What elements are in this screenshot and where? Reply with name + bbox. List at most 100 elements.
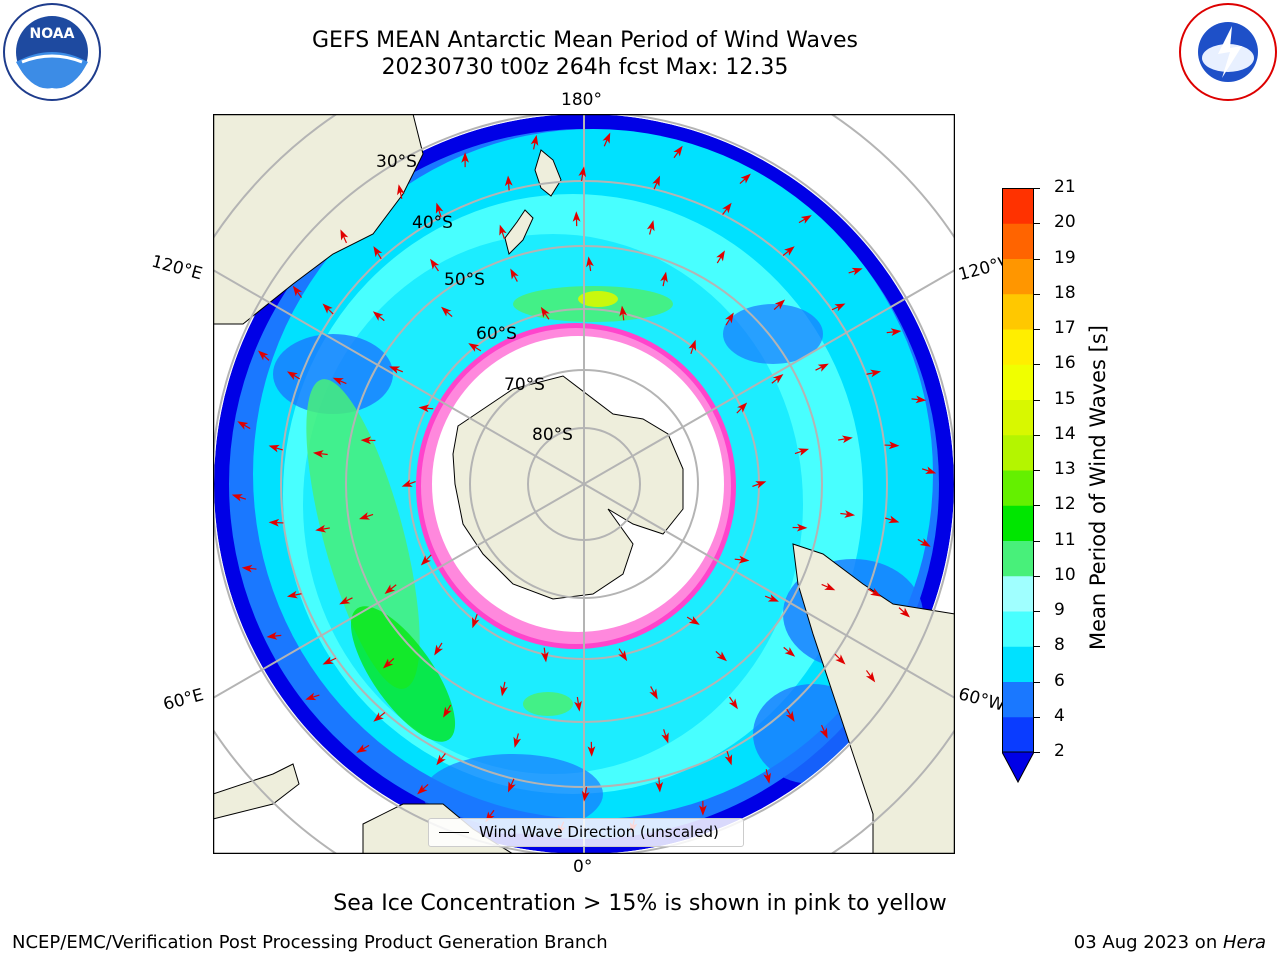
wind-arrow	[268, 518, 280, 527]
wind-arrow	[784, 647, 796, 657]
wind-arrow	[774, 299, 786, 310]
wind-arrow-shaft	[434, 264, 439, 272]
wind-arrow	[436, 754, 446, 766]
colorbar-tick-label: 15	[1054, 388, 1076, 409]
colorbar-tick-label: 6	[1054, 670, 1065, 691]
wind-arrow-shaft	[408, 481, 416, 485]
wind-arrow	[578, 166, 587, 178]
wind-arrow	[540, 306, 550, 318]
wind-arrow	[851, 267, 863, 276]
wind-arrow	[586, 256, 594, 268]
wind-arrow	[510, 268, 519, 280]
colorbar-segment	[1002, 681, 1034, 718]
wind-arrow	[434, 644, 443, 656]
wind-arrow-shaft	[294, 593, 302, 596]
wind-arrow-shaft	[275, 447, 283, 451]
wind-arrow	[767, 594, 779, 602]
wind-arrow	[461, 152, 470, 163]
wind-arrow	[824, 582, 836, 591]
colorbar-tick-mark	[1034, 540, 1040, 542]
wind-arrow	[915, 395, 927, 404]
wind-arrow	[266, 631, 278, 640]
colorbar-segment	[1002, 364, 1034, 400]
wind-arrow-shaft	[516, 733, 519, 741]
wind-arrow-shaft	[508, 183, 510, 191]
colorbar-tick-mark	[1034, 329, 1040, 330]
colorbar-border	[1002, 188, 1034, 753]
wind-arrow	[835, 654, 846, 665]
colorbar-segment	[1002, 329, 1034, 365]
colorbar-segment	[1002, 293, 1034, 330]
wind-arrow-shaft	[764, 595, 772, 600]
wind-arrow-shaft	[425, 554, 432, 561]
wind-arrow-shaft	[312, 694, 320, 698]
wind-arrow	[305, 692, 317, 701]
wind-arrow	[372, 311, 384, 321]
wind-arrow-shaft	[322, 527, 330, 530]
lon-label-60e: 60°E	[161, 685, 206, 715]
wind-arrow-shaft	[576, 696, 579, 704]
wind-arrow-shaft	[440, 753, 446, 760]
wind-arrow	[698, 805, 707, 816]
wind-arrow-shaft	[501, 231, 505, 239]
wind-arrow-shaft	[663, 729, 667, 737]
wind-arrow	[844, 510, 856, 518]
wind-arrow	[728, 698, 738, 710]
wind-arrow-shaft	[834, 653, 841, 660]
colorbar-tick-label: 17	[1054, 318, 1076, 338]
wind-arrow	[417, 784, 428, 795]
wind-arrow-shaft	[580, 173, 584, 181]
wind-arrow-shaft	[513, 275, 518, 282]
wind-arrow	[373, 246, 383, 258]
colorbar-title: Mean Period of Wind Waves [s]	[1086, 325, 1110, 650]
colorbar-tick-mark	[1034, 434, 1040, 436]
wind-arrow	[420, 555, 431, 566]
colorbar-tick-label: 13	[1054, 459, 1076, 479]
wind-arrow-shaft	[662, 279, 666, 287]
colorbar-segment	[1002, 258, 1034, 295]
wind-arrow-shaft	[474, 613, 478, 621]
sea-ice-note: Sea Ice Concentration > 15% is shown in …	[333, 891, 947, 916]
colorbar-tick-label: 9	[1054, 600, 1065, 620]
wind-arrow	[574, 700, 582, 712]
colorbar-tick-label: 18	[1054, 282, 1076, 303]
wind-arrow-shaft	[773, 304, 780, 310]
lat-label-60s: 60°S	[476, 324, 517, 344]
wind-arrow	[763, 772, 771, 784]
wind-arrow	[581, 790, 590, 802]
wind-arrow-shaft	[867, 588, 875, 594]
wind-arrow-shaft	[690, 347, 694, 355]
wind-arrow	[572, 211, 581, 222]
wind-arrow-shaft	[771, 378, 778, 384]
wind-arrow-shaft	[734, 558, 742, 561]
wind-arrow	[688, 339, 696, 351]
wind-arrow	[472, 617, 480, 629]
wind-arrow	[441, 306, 452, 317]
wind-arrow	[724, 754, 733, 766]
wind-arrow	[688, 616, 700, 625]
wind-arrow-shaft	[898, 607, 905, 613]
wind-arrow	[870, 369, 882, 378]
colorbar-tick-mark	[1034, 293, 1040, 295]
colorbar-tick-mark	[1034, 681, 1040, 683]
wind-arrow	[435, 202, 444, 214]
wind-arrow-shaft	[399, 191, 403, 199]
wind-arrow-shaft	[885, 517, 893, 521]
wind-arrow	[817, 363, 829, 372]
wind-arrow	[738, 555, 750, 564]
wind-arrow-shaft	[532, 142, 536, 150]
wind-arrow	[360, 436, 372, 445]
wind-arrow-shaft	[866, 372, 874, 375]
wind-arrow-shaft	[339, 380, 347, 385]
wind-arrow	[322, 303, 333, 314]
wind-arrow-shaft	[329, 657, 337, 662]
wind-arrow	[268, 444, 280, 453]
wind-arrow-shaft	[376, 252, 382, 260]
colorbar-segment	[1002, 505, 1034, 541]
wind-arrow	[499, 224, 507, 236]
wind-arrow	[722, 202, 732, 214]
lon-label-180: 180°	[561, 90, 602, 110]
wind-arrow-shaft	[243, 424, 251, 430]
wind-arrow	[356, 744, 368, 753]
wind-arrow	[797, 448, 809, 456]
